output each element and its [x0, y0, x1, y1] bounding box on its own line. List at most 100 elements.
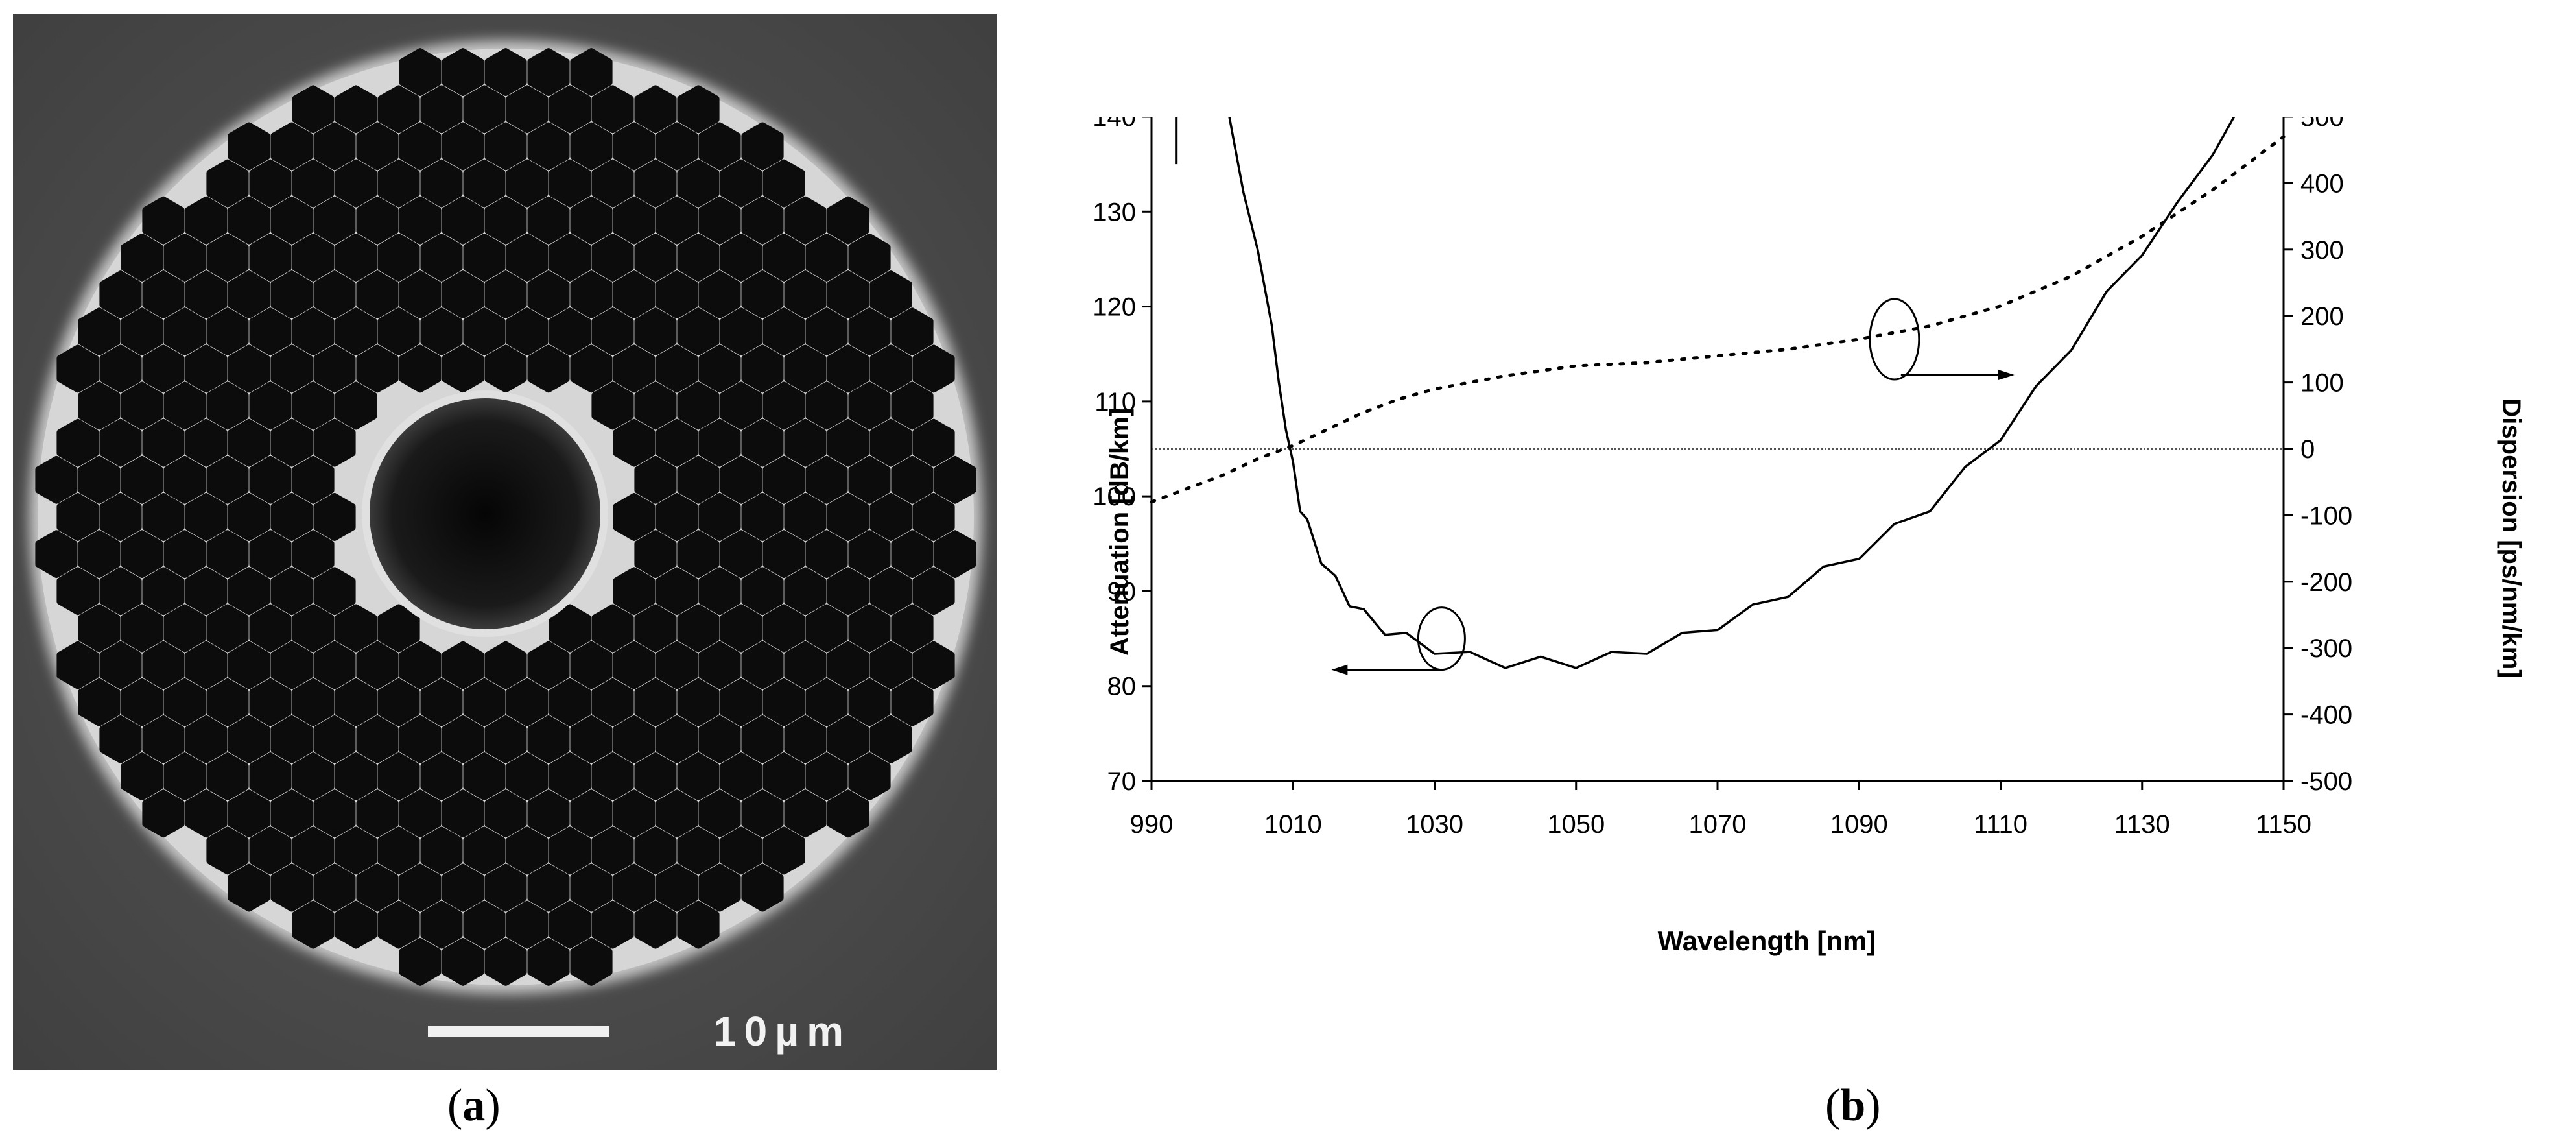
air-hole — [869, 493, 912, 541]
air-hole — [399, 789, 442, 838]
air-hole — [591, 85, 634, 134]
air-hole — [634, 530, 677, 579]
air-hole — [869, 715, 912, 763]
air-hole — [292, 234, 335, 282]
air-hole — [185, 493, 228, 541]
y-left-tick-label: 100 — [1093, 483, 1136, 511]
air-hole — [442, 641, 484, 689]
air-hole — [399, 344, 442, 393]
air-hole — [142, 493, 185, 541]
air-hole — [292, 159, 335, 208]
air-hole — [549, 604, 591, 653]
air-hole — [677, 455, 720, 504]
air-hole — [698, 270, 741, 318]
y-right-tick-label: 400 — [2300, 169, 2344, 198]
air-hole — [570, 863, 613, 912]
air-hole — [270, 270, 313, 318]
air-hole — [634, 234, 677, 282]
air-hole — [399, 863, 442, 912]
air-hole — [591, 307, 634, 356]
air-hole — [249, 455, 292, 504]
air-hole — [442, 48, 484, 96]
air-hole — [56, 418, 99, 467]
air-hole — [206, 678, 249, 726]
air-hole — [549, 234, 591, 282]
air-hole — [142, 789, 185, 838]
air-hole — [270, 567, 313, 616]
air-hole — [677, 530, 720, 579]
air-hole — [506, 307, 549, 356]
air-hole — [292, 85, 335, 134]
air-hole — [399, 270, 442, 318]
air-hole — [356, 270, 399, 318]
air-hole — [484, 48, 527, 96]
air-hole — [484, 122, 527, 171]
air-hole — [420, 234, 463, 282]
air-hole — [142, 567, 185, 616]
air-hole — [506, 234, 549, 282]
air-hole — [121, 307, 163, 356]
air-hole — [634, 455, 677, 504]
air-hole — [56, 567, 99, 616]
air-hole — [163, 752, 206, 800]
air-hole — [228, 270, 270, 318]
air-hole — [827, 715, 869, 763]
air-hole — [506, 85, 549, 134]
air-hole — [762, 826, 805, 875]
air-hole — [399, 641, 442, 689]
air-hole — [356, 344, 399, 393]
fiber-cross-section-image: 10µm — [13, 14, 997, 1070]
air-hole — [292, 381, 335, 430]
air-hole — [377, 234, 420, 282]
y-left-axis-label: Attenuation [dB/km] — [1105, 408, 1134, 656]
air-hole — [35, 455, 78, 504]
y-left-tick-label: 130 — [1093, 198, 1136, 226]
air-hole — [527, 196, 570, 245]
caption-a: (a) — [447, 1081, 501, 1131]
air-hole — [891, 678, 934, 726]
air-hole — [656, 418, 698, 467]
air-hole — [206, 455, 249, 504]
air-hole — [741, 344, 784, 393]
air-hole — [527, 48, 570, 96]
air-hole — [335, 85, 377, 134]
air-hole — [99, 344, 142, 393]
y-left-tick-label: 120 — [1093, 293, 1136, 322]
arrow-head-left — [1331, 664, 1348, 675]
air-hole — [656, 270, 698, 318]
air-hole — [549, 752, 591, 800]
air-hole — [142, 418, 185, 467]
air-hole — [848, 752, 891, 800]
air-hole — [656, 493, 698, 541]
air-hole — [163, 381, 206, 430]
air-hole — [185, 344, 228, 393]
air-hole — [484, 789, 527, 838]
attenuation-line — [1228, 116, 2236, 669]
air-hole — [442, 863, 484, 912]
y-left-tick-label: 70 — [1107, 767, 1137, 796]
air-hole — [805, 678, 848, 726]
air-hole — [484, 863, 527, 912]
air-hole — [228, 196, 270, 245]
air-hole — [848, 678, 891, 726]
air-hole — [527, 789, 570, 838]
air-hole — [356, 122, 399, 171]
y-right-tick-label: -300 — [2300, 634, 2352, 663]
air-hole — [613, 567, 656, 616]
air-hole — [99, 715, 142, 763]
x-tick-label: 1010 — [1264, 810, 1322, 839]
x-tick-label: 1110 — [1974, 810, 2027, 839]
air-hole — [613, 270, 656, 318]
air-hole — [677, 826, 720, 875]
air-hole — [827, 270, 869, 318]
air-hole — [99, 270, 142, 318]
air-hole — [634, 826, 677, 875]
air-hole — [399, 938, 442, 986]
air-hole — [591, 381, 634, 430]
air-hole — [313, 863, 356, 912]
air-hole — [163, 604, 206, 653]
air-hole — [356, 715, 399, 763]
air-hole — [506, 900, 549, 949]
air-hole — [677, 752, 720, 800]
y-right-tick-label: -100 — [2300, 501, 2352, 530]
